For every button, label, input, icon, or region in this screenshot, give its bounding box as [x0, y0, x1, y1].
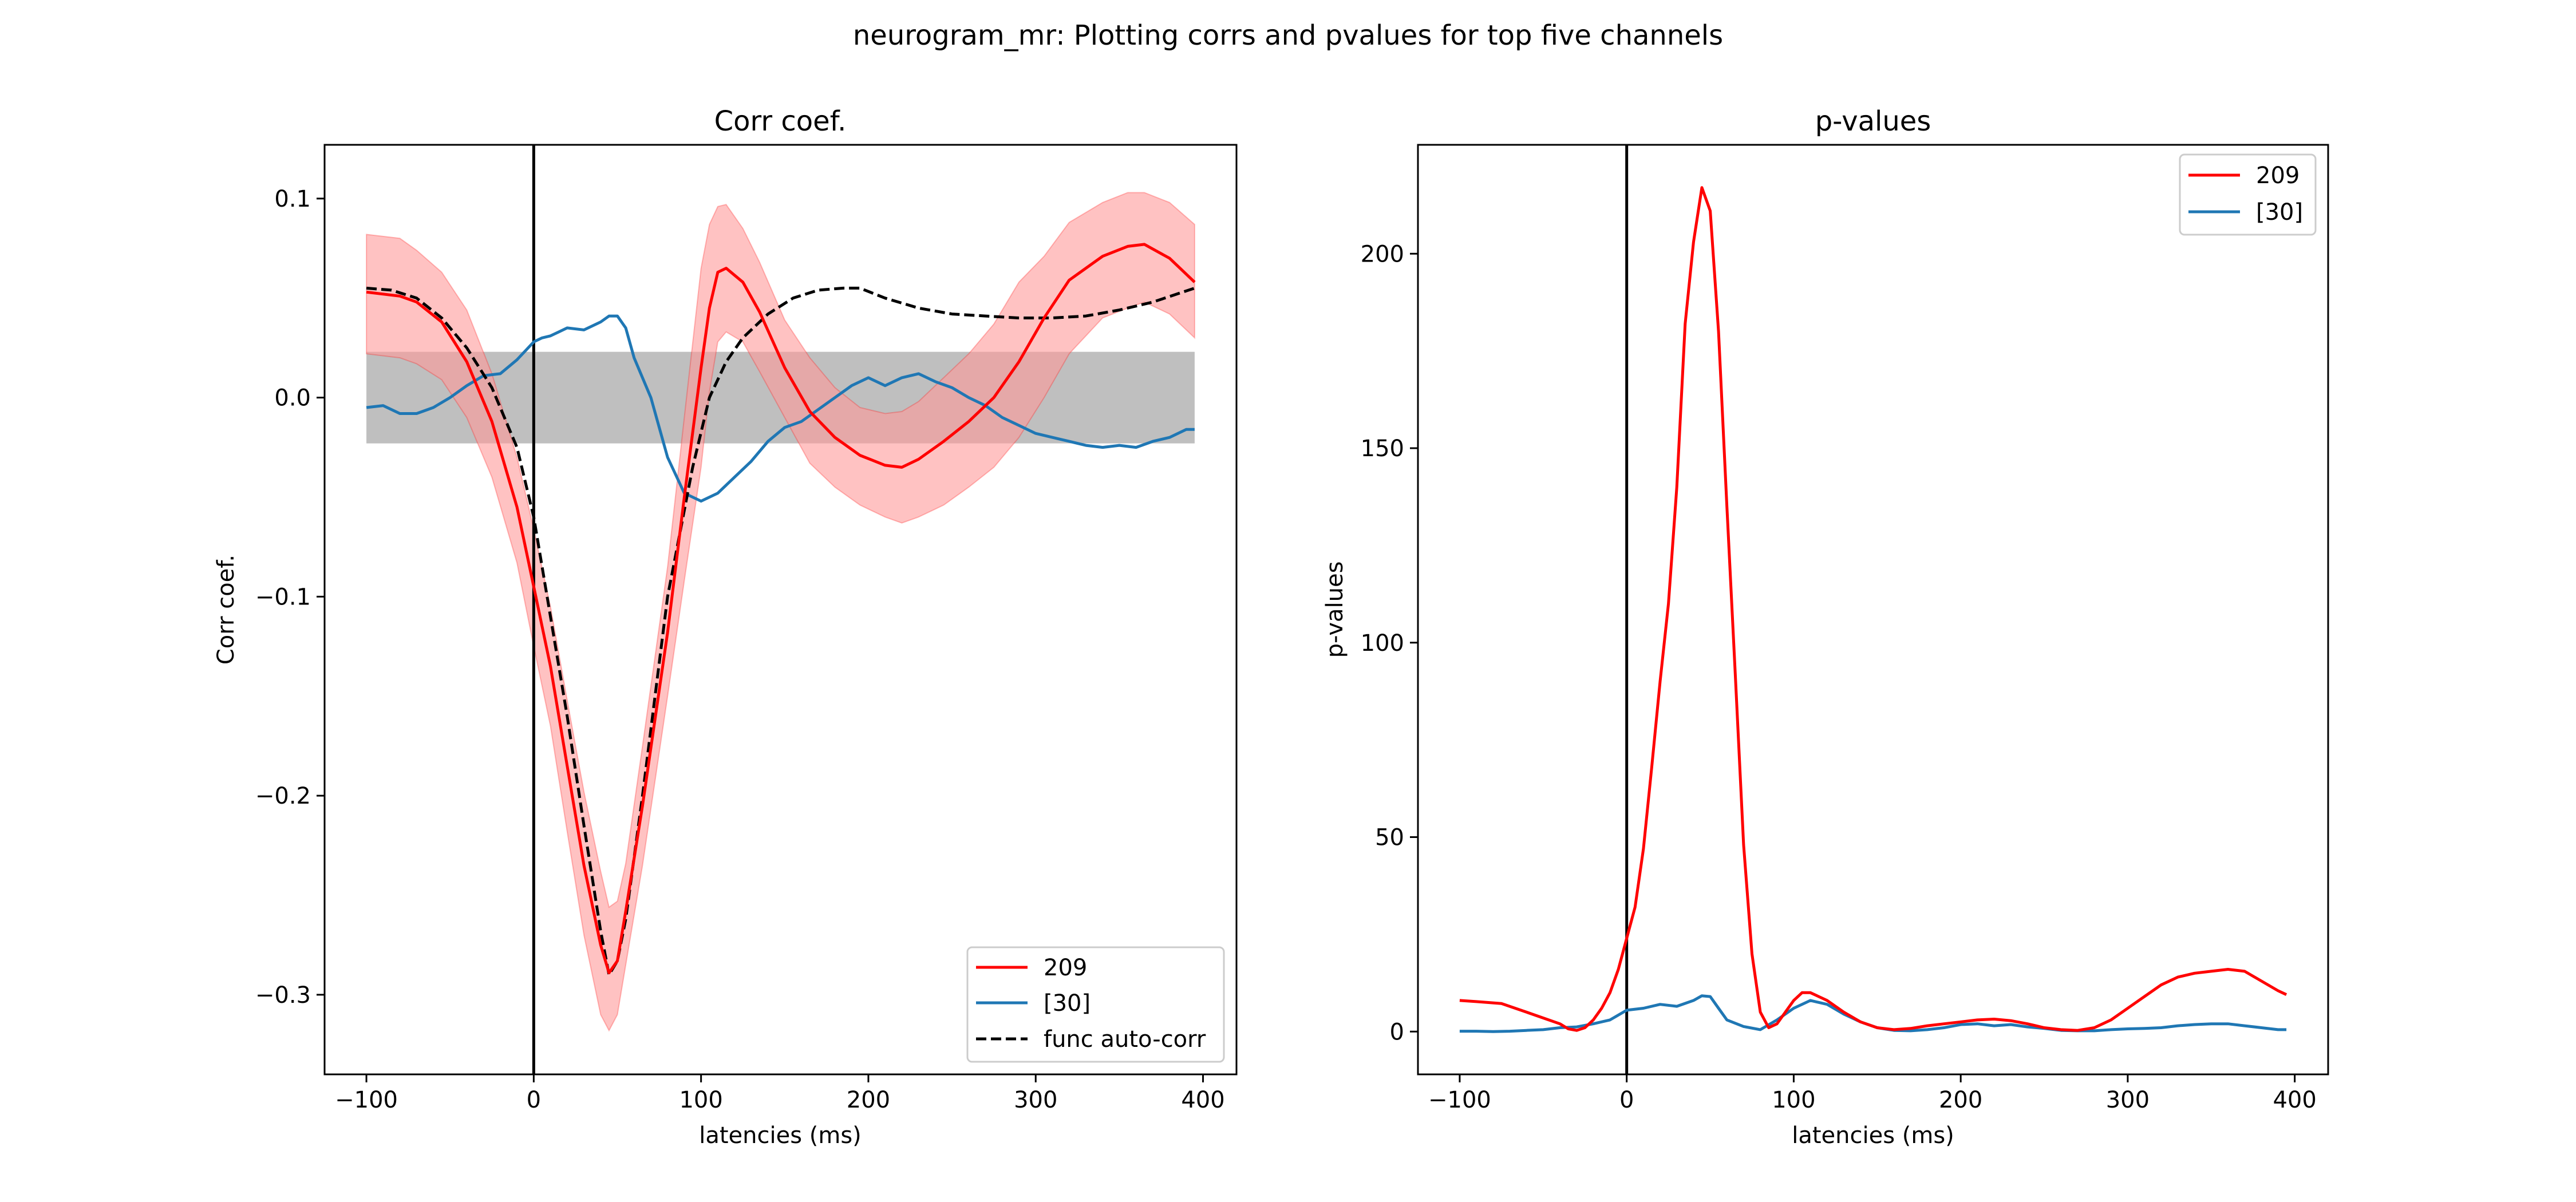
- corr-x-tick-label: 0: [527, 1087, 541, 1113]
- pvalue-x-tick-label: 300: [2106, 1087, 2150, 1113]
- corr-chart-title: Corr coef.: [714, 105, 847, 137]
- pvalue-y-tick-label: 200: [1361, 241, 1404, 267]
- corr-legend: 209 [30] func auto-corr: [966, 946, 1225, 1063]
- corr-x-tick-label: −100: [335, 1087, 398, 1113]
- corr-y-tick-label: −0.3: [255, 982, 311, 1009]
- pvalue-axes-frame: [1417, 144, 2329, 1076]
- corr-axes-frame: [323, 144, 1238, 1076]
- corr-x-tick-label: 400: [1181, 1087, 1224, 1113]
- corr-legend-label-auto-corr: func auto-corr: [1044, 1026, 1206, 1053]
- corr-series-func-auto-corr: [366, 286, 1195, 976]
- pvalue-y-tick-label: 0: [1390, 1019, 1404, 1045]
- pvalue-y-tick-label: 50: [1375, 825, 1404, 851]
- pvalue-x-tick-label: 0: [1619, 1087, 1634, 1113]
- pvalue-legend-label-30: [30]: [2256, 199, 2303, 226]
- corr-y-tick-label: −0.2: [255, 783, 311, 809]
- pvalue-legend-label-209: 209: [2256, 163, 2300, 189]
- corr-series-209: [366, 243, 1196, 975]
- figure-title: neurogram_mr: Plotting corrs and pvalues…: [853, 19, 1723, 52]
- corr-legend-label-30: [30]: [1044, 990, 1091, 1017]
- corr-x-tick-label: 200: [847, 1087, 890, 1113]
- corr-y-tick-label: −0.1: [255, 584, 311, 610]
- pvalue-plot-area: [1459, 145, 2287, 1074]
- pvalue-y-tick-label: 150: [1361, 436, 1404, 462]
- pvalue-chart: −100 0 100 200 300 400 0 50 100 150 200 p-values l…: [1322, 105, 2329, 1149]
- corr-series-30: [366, 314, 1195, 503]
- corr-x-tick-label: 300: [1014, 1087, 1057, 1113]
- corr-ticks: −100 0 100 200 300 400 0.1 0.0 −0.1 −0.2 −0.3: [255, 186, 1225, 1113]
- corr-y-tick-label: 0.0: [274, 385, 311, 412]
- corr-y-axis-label: Corr coef.: [213, 555, 239, 665]
- pvalue-y-axis-label: p-values: [1322, 562, 1348, 658]
- corr-legend-frame: [966, 946, 1225, 1063]
- pvalue-chart-title: p-values: [1815, 105, 1931, 137]
- pvalue-legend: 209 [30]: [2179, 153, 2317, 236]
- corr-plot-area: [366, 145, 1196, 1074]
- corr-x-axis-label: latencies (ms): [699, 1122, 862, 1149]
- pvalue-y-tick-label: 100: [1361, 630, 1404, 657]
- pvalue-x-tick-label: 200: [1939, 1087, 1982, 1113]
- pvalue-ticks: −100 0 100 200 300 400 0 50 100 150 200: [1361, 241, 2317, 1113]
- pvalue-x-tick-label: −100: [1428, 1087, 1491, 1113]
- corr-y-tick-label: 0.1: [274, 186, 311, 212]
- corr-x-tick-label: 100: [679, 1087, 722, 1113]
- corr-chart: −100 0 100 200 300 400 0.1 0.0 −0.1 −0.2 −0.3 Corr…: [213, 105, 1238, 1149]
- pvalue-x-tick-label: 400: [2273, 1087, 2316, 1113]
- pvalue-series-209: [1459, 186, 2287, 1032]
- pvalue-x-axis-label: latencies (ms): [1792, 1122, 1954, 1149]
- pvalue-x-tick-label: 100: [1772, 1087, 1815, 1113]
- corr-legend-label-209: 209: [1044, 955, 1087, 981]
